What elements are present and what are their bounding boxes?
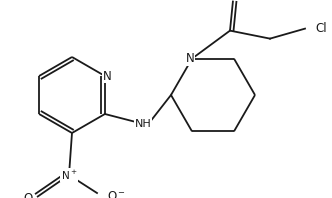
- Text: O: O: [23, 192, 33, 198]
- Text: O$^-$: O$^-$: [107, 189, 126, 198]
- Text: N: N: [186, 52, 194, 65]
- Text: N$^+$: N$^+$: [61, 168, 77, 182]
- Text: N: N: [103, 69, 111, 83]
- Text: NH: NH: [134, 119, 151, 129]
- Text: Cl: Cl: [315, 22, 327, 35]
